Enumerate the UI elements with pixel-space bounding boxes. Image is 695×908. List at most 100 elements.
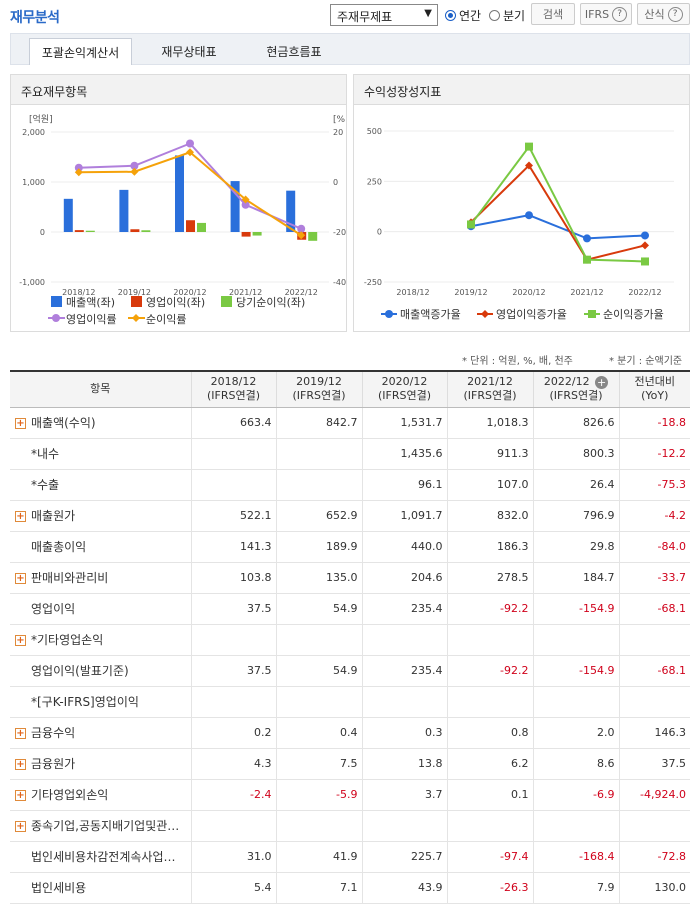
value-cell <box>190 810 276 842</box>
table-row: + 매출원가 522.1 652.9 1,091.7 832.0 796.9 -4.2 <box>10 500 690 532</box>
search-button[interactable]: 검색 <box>531 3 575 25</box>
add-column-icon[interactable]: + <box>595 375 609 389</box>
value-cell: 26.4 <box>532 469 619 501</box>
x-tick-label: 2020/12 <box>173 288 206 297</box>
value-cell: 278.5 <box>446 562 533 594</box>
legend-label: 순이익증가율 <box>603 308 664 321</box>
row-label-cell: 영업이익 <box>10 593 191 625</box>
y-tick-label: 1,000 <box>22 178 45 187</box>
row-label-cell: 법인세비용 <box>10 872 191 904</box>
value-cell: 29.8 <box>532 531 619 563</box>
row-label-cell[interactable]: + 매출액(수익) <box>10 407 191 439</box>
row-label: 금융원가 <box>31 757 76 771</box>
bar <box>308 232 318 241</box>
line-point <box>525 161 533 170</box>
row-label-cell[interactable]: + 기타영업외손익 <box>10 779 191 811</box>
table-header-row: 항목 2018/12 (IFRS연결) 2019/12 (IFRS연결) 2020/12(… <box>10 370 690 408</box>
line-point <box>297 224 306 233</box>
column-header-item: 항목 <box>10 370 191 408</box>
value-cell: 1,018.3 <box>446 407 533 439</box>
legend-marker <box>481 310 489 318</box>
value-cell: 842.7 <box>275 407 362 439</box>
row-label-cell[interactable]: + 종속기업,공동지배기업및관… <box>10 810 191 842</box>
line-point <box>525 142 533 151</box>
row-label-cell[interactable]: + 판매비와관리비 <box>10 562 191 594</box>
legend-label: 매출액(좌) <box>66 296 115 309</box>
table-row: + 판매비와관리비 103.8 135.0 204.6 278.5 184.7 -33.7 <box>10 562 690 594</box>
row-label: 영업이익 <box>31 602 76 616</box>
chart-panel-growth: 수익성장성지표 500 250 0 -250 2018/12 2019/12 2020/12… <box>353 74 690 332</box>
legend-swatch <box>51 296 62 307</box>
value-cell: 663.4 <box>190 407 276 439</box>
line-point <box>241 195 250 204</box>
row-label-cell[interactable]: + 금융수익 <box>10 717 191 749</box>
yoy-cell <box>618 686 690 718</box>
yoy-cell: 37.5 <box>618 748 690 780</box>
value-cell: 54.9 <box>275 593 362 625</box>
expand-row-icon[interactable]: + <box>15 790 26 801</box>
value-cell: 0.8 <box>446 717 533 749</box>
radio-annual[interactable]: 연간 <box>445 7 481 24</box>
bar <box>230 181 240 232</box>
expand-row-icon[interactable]: + <box>15 418 26 429</box>
y-tick-label: 0 <box>40 228 45 237</box>
value-cell: 1,435.6 <box>361 438 447 470</box>
series-line <box>470 144 646 263</box>
line-point <box>130 167 139 176</box>
bar <box>186 220 195 232</box>
table-body: + 매출액(수익) 663.4 842.7 1,531.7 1,018.3 826.6 -18… <box>10 407 690 904</box>
value-cell: 832.0 <box>446 500 533 532</box>
row-label-cell: 매출총이익 <box>10 531 191 563</box>
tab-cash-flow[interactable]: 현금흐름표 <box>266 45 322 59</box>
expand-row-icon[interactable]: + <box>15 635 26 646</box>
statement-tabs: 포괄손익계산서 재무상태표 현금흐름표 <box>10 33 690 65</box>
ifrs-help-button[interactable]: IFRS ? <box>580 3 632 25</box>
radio-quarter-label: 분기 <box>503 9 526 23</box>
yoy-cell <box>618 810 690 842</box>
bar <box>119 189 129 232</box>
growth-chart: 500 250 0 -250 2018/12 2019/12 2020/12 2021/12 2… <box>364 127 674 321</box>
value-cell <box>532 624 619 656</box>
value-cell: -26.3 <box>446 872 533 904</box>
yoy-cell: -72.8 <box>618 841 690 873</box>
value-cell: 5.4 <box>190 872 276 904</box>
bar <box>252 232 262 236</box>
tab-income-statement[interactable]: 포괄손익계산서 <box>29 38 132 65</box>
yoy-cell: -4.2 <box>618 500 690 532</box>
expand-row-icon[interactable]: + <box>15 821 26 832</box>
tab-balance-sheet[interactable]: 재무상태표 <box>161 45 217 59</box>
bar <box>74 230 84 232</box>
row-label-cell: 영업이익(발표기준) <box>10 655 191 687</box>
value-cell: 107.0 <box>446 469 533 501</box>
formula-help-button[interactable]: 산식 ? <box>637 3 690 25</box>
row-label-cell[interactable]: + 금융원가 <box>10 748 191 780</box>
expand-row-icon[interactable]: + <box>15 573 26 584</box>
row-label: 매출액(수익) <box>31 416 96 430</box>
row-label: 매출원가 <box>31 509 76 523</box>
row-label-cell[interactable]: + *기타영업손익 <box>10 624 191 656</box>
y2-tick-label: 0 <box>333 178 338 187</box>
header-line: 항목 <box>90 382 111 396</box>
table-row: *내수 1,435.6 911.3 800.3 -12.2 <box>10 438 690 470</box>
header-subline: (YoY) <box>641 389 669 403</box>
value-cell <box>275 810 362 842</box>
expand-row-icon[interactable]: + <box>15 728 26 739</box>
radio-quarter[interactable]: 분기 <box>489 7 525 24</box>
value-cell <box>275 686 362 718</box>
line-point <box>525 211 533 220</box>
row-label-cell: 법인세비용차감전계속사업… <box>10 841 191 873</box>
header-line: 2018/12 <box>210 375 257 389</box>
yoy-cell: -75.3 <box>618 469 690 501</box>
header-line: 전년대비 <box>634 375 675 389</box>
value-cell <box>361 686 447 718</box>
expand-row-icon[interactable]: + <box>15 759 26 770</box>
row-label-cell[interactable]: + 매출원가 <box>10 500 191 532</box>
value-cell: 826.6 <box>532 407 619 439</box>
expand-row-icon[interactable]: + <box>15 511 26 522</box>
statement-type-select[interactable]: 주재무제표 ▼ <box>330 4 438 26</box>
value-cell: 0.3 <box>361 717 447 749</box>
value-cell: 204.6 <box>361 562 447 594</box>
row-label: 기타영업외손익 <box>31 788 109 802</box>
value-cell: 7.1 <box>275 872 362 904</box>
yoy-cell: -18.8 <box>618 407 690 439</box>
